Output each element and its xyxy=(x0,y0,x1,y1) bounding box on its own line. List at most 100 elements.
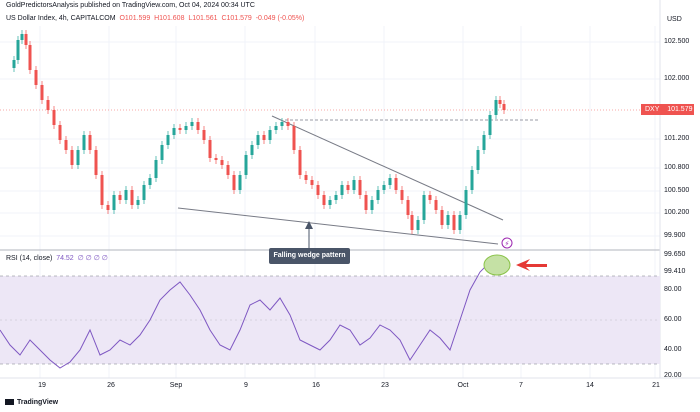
candle-body xyxy=(316,185,320,195)
candle-body xyxy=(346,185,350,190)
wedge-lower-trendline xyxy=(177,207,499,245)
candle-body xyxy=(148,178,152,185)
candle-body xyxy=(52,110,56,125)
candle-body xyxy=(406,200,410,215)
candle-body xyxy=(142,185,146,200)
candle-body xyxy=(440,210,444,225)
falling-wedge-callout[interactable]: Falling wedge pattern xyxy=(269,248,350,264)
price-tick: 99.900 xyxy=(664,232,686,239)
candle-body xyxy=(458,215,462,230)
chart-publisher-title: GoldPredictorsAnalysis published on Trad… xyxy=(6,2,255,9)
rsi-tick: 40.00 xyxy=(664,346,682,353)
callout-arrow xyxy=(305,221,313,229)
candle-body xyxy=(178,128,182,130)
candle-body xyxy=(88,135,92,150)
candle-body xyxy=(298,150,302,175)
candle-body xyxy=(82,135,86,150)
price-tick: 102.500 xyxy=(664,38,690,45)
candle-body xyxy=(250,145,254,155)
price-tick: 100.500 xyxy=(664,187,690,194)
flash-icon xyxy=(501,237,513,249)
candle-body xyxy=(280,122,284,126)
candle-body xyxy=(166,135,170,145)
candle-body xyxy=(28,45,32,70)
candle-body xyxy=(160,145,164,160)
rsi-name: RSI (14, close) xyxy=(6,255,53,262)
rsi-tick: 60.00 xyxy=(664,316,682,323)
candle-body xyxy=(64,140,68,150)
rsi-line xyxy=(0,257,506,369)
time-tick: Oct xyxy=(457,382,469,389)
badge-value: 101.579 xyxy=(667,106,693,113)
candle-body xyxy=(388,178,392,185)
price-tick: 100.200 xyxy=(664,209,690,216)
candle-body xyxy=(446,215,450,225)
candle-body xyxy=(464,190,468,215)
candle-body xyxy=(172,128,176,135)
time-tick: 23 xyxy=(381,382,389,389)
candle-body xyxy=(70,150,74,165)
open-value: O101.599 xyxy=(119,15,151,22)
candle-body xyxy=(358,180,362,195)
candle-body xyxy=(190,122,194,126)
candle-body xyxy=(106,205,110,210)
candle-body xyxy=(12,60,16,68)
candle-body xyxy=(428,195,432,200)
candle-body xyxy=(76,150,80,165)
time-tick: 9 xyxy=(244,382,248,389)
last-price-badge: DXY 101.579 xyxy=(641,104,694,115)
rsi-empty-values: ∅ ∅ ∅ ∅ xyxy=(77,255,108,262)
candle-body xyxy=(130,190,134,205)
tradingview-mark-icon xyxy=(5,399,14,406)
candle-body xyxy=(34,70,38,85)
candle-body xyxy=(238,175,242,190)
ohlc-legend: US Dollar Index, 4h, CAPITALCOM O101.599… xyxy=(6,15,304,22)
candle-body xyxy=(488,115,492,135)
price-tick: 102.000 xyxy=(664,75,690,82)
candle-body xyxy=(226,165,230,175)
svg-text:⚡: ⚡ xyxy=(505,240,510,248)
time-tick: 26 xyxy=(107,382,115,389)
price-tick: 99.410 xyxy=(664,268,686,275)
candle-body xyxy=(400,190,404,200)
candle-body xyxy=(502,104,506,110)
candle-body xyxy=(58,125,62,140)
time-tick: 7 xyxy=(519,382,523,389)
candle-body xyxy=(256,135,260,145)
candle-body xyxy=(370,200,374,210)
candle-body xyxy=(498,100,502,104)
time-tick: Sep xyxy=(169,382,183,389)
candle-body xyxy=(394,178,398,190)
candle-body xyxy=(262,135,266,140)
time-tick: 16 xyxy=(312,382,320,389)
red-arrow-icon xyxy=(516,259,547,271)
candle-body xyxy=(494,100,498,115)
time-tick: 21 xyxy=(652,382,660,389)
candle-body xyxy=(124,190,128,200)
candle-body xyxy=(112,195,116,210)
low-value: L101.561 xyxy=(188,15,218,22)
candle-body xyxy=(434,200,438,210)
candle-body xyxy=(16,40,20,60)
logo-text: TradingView xyxy=(17,399,59,406)
candle-body xyxy=(136,200,140,205)
rsi-value: 74.52 xyxy=(56,255,74,262)
candle-body xyxy=(244,155,248,175)
candle-body xyxy=(416,220,420,230)
rsi-legend[interactable]: RSI (14, close) 74.52 ∅ ∅ ∅ ∅ xyxy=(6,254,108,262)
candle-body xyxy=(476,150,480,170)
candle-body xyxy=(364,195,368,210)
candle-body xyxy=(382,185,386,190)
candle-body xyxy=(100,175,104,205)
time-tick: 19 xyxy=(38,382,46,389)
candle-body xyxy=(24,34,28,45)
tradingview-logo[interactable]: TradingView xyxy=(5,399,58,406)
candle-body xyxy=(94,150,98,175)
rsi-overbought-highlight xyxy=(483,254,511,276)
candle-body xyxy=(482,135,486,150)
candle-body xyxy=(208,140,212,158)
currency-label: USD xyxy=(667,16,682,23)
candle-body xyxy=(340,185,344,195)
badge-symbol: DXY xyxy=(645,106,660,113)
